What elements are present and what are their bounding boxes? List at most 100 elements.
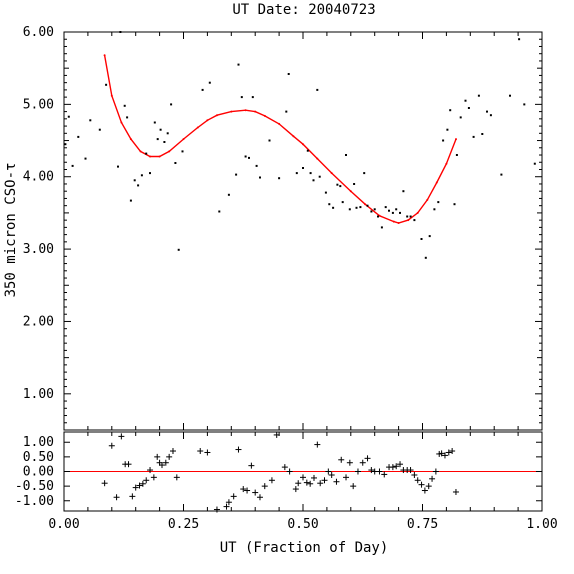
fit-curve-point xyxy=(120,121,123,124)
residual-point xyxy=(310,474,317,481)
residual-point xyxy=(421,487,428,494)
residual-point xyxy=(129,493,136,500)
data-point xyxy=(477,94,480,97)
residual-point xyxy=(425,483,432,490)
residual-point xyxy=(101,480,108,487)
residual-point xyxy=(325,468,332,475)
data-point xyxy=(366,204,369,207)
y-tick-label: 3.00 xyxy=(23,242,54,257)
data-point xyxy=(67,115,70,118)
fit-curve-point xyxy=(103,54,106,57)
data-point xyxy=(153,121,156,124)
fit-curve-point xyxy=(158,155,161,158)
residual-point xyxy=(393,463,400,470)
residual-point xyxy=(295,480,302,487)
fit-curve-point xyxy=(364,203,367,206)
residual-point xyxy=(235,446,242,453)
fit-curve-point xyxy=(445,162,448,165)
fit-curve-point xyxy=(330,172,333,175)
fit-curve-point xyxy=(129,138,132,141)
data-point xyxy=(442,139,445,142)
data-point xyxy=(373,208,376,211)
residual-point xyxy=(432,468,439,475)
residual-point xyxy=(158,462,165,469)
fit-curve-point xyxy=(435,181,438,184)
residual-point xyxy=(368,467,375,474)
residual-point xyxy=(354,468,361,475)
residual-point xyxy=(343,474,350,481)
residual-point xyxy=(166,453,173,460)
data-point xyxy=(424,256,427,259)
residual-point xyxy=(252,489,259,496)
fit-curve-point xyxy=(392,220,395,223)
data-point xyxy=(218,210,221,213)
residual-point xyxy=(150,474,157,481)
y-axis-title: 350 micron CSO-τ xyxy=(3,163,19,298)
fit-curve-point xyxy=(168,150,171,153)
data-point xyxy=(523,103,526,106)
top-panel: 1.00 2.00 3.00 4.00 5.00 6.00 350 micron CSO-… xyxy=(3,25,543,431)
residual-point xyxy=(223,503,230,510)
data-point xyxy=(244,155,247,158)
data-point xyxy=(388,209,390,212)
data-point xyxy=(399,211,401,214)
x-tick-label: 0.00 xyxy=(48,517,79,532)
top-ticks-layer: 1.00 2.00 3.00 4.00 5.00 6.00 xyxy=(23,25,543,430)
data-point xyxy=(413,219,416,222)
data-point xyxy=(446,128,449,131)
data-point xyxy=(117,165,119,168)
data-point xyxy=(363,172,366,175)
data-point xyxy=(345,154,347,156)
residual-point xyxy=(125,461,132,468)
residual-point xyxy=(240,486,247,493)
y-tick-label: 2.00 xyxy=(23,314,54,329)
residual-point xyxy=(261,483,268,490)
data-point xyxy=(355,206,358,209)
data-point xyxy=(467,107,470,109)
residual-point xyxy=(414,477,421,484)
residual-point xyxy=(350,483,357,490)
top-plot-frame xyxy=(63,31,543,431)
fit-curve-point xyxy=(302,143,304,146)
fit-curve xyxy=(103,55,457,224)
data-point xyxy=(105,83,108,86)
residual-point xyxy=(411,472,418,479)
residual-point xyxy=(303,479,310,486)
residual-point xyxy=(268,477,275,484)
data-point xyxy=(89,119,92,122)
data-point xyxy=(306,149,309,152)
residual-point xyxy=(317,480,324,487)
data-point xyxy=(64,143,67,146)
y-tick-label: 4.00 xyxy=(23,170,54,185)
data-point xyxy=(287,73,290,75)
data-point xyxy=(149,172,151,175)
data-point xyxy=(433,208,436,211)
data-point xyxy=(518,38,521,41)
data-point xyxy=(181,150,184,153)
residual-point xyxy=(449,448,456,455)
residual-point xyxy=(381,471,388,478)
fit-curve-point xyxy=(263,114,266,117)
top-points-layer xyxy=(64,31,536,259)
data-point xyxy=(309,172,312,175)
data-point xyxy=(486,110,488,113)
x-tick-label: 0.25 xyxy=(168,517,199,532)
data-point xyxy=(449,109,452,112)
data-point xyxy=(500,173,503,176)
data-point xyxy=(156,138,159,141)
fit-curve-point xyxy=(244,109,247,112)
data-point xyxy=(341,201,344,204)
fit-curve-point xyxy=(397,222,400,224)
fit-curve-point xyxy=(426,198,429,201)
x-tick-label: 0.75 xyxy=(407,517,438,532)
fit-curve-point xyxy=(196,126,199,129)
residual-point xyxy=(321,477,328,484)
chart-title: UT Date: 20040723 xyxy=(232,2,375,18)
data-point xyxy=(98,128,101,131)
data-point xyxy=(285,110,288,113)
data-point xyxy=(208,81,211,84)
residual-points-layer xyxy=(101,431,459,513)
fit-curve-point xyxy=(292,135,295,138)
data-point xyxy=(259,176,261,179)
x-tick-label: 1.00 xyxy=(526,517,557,532)
